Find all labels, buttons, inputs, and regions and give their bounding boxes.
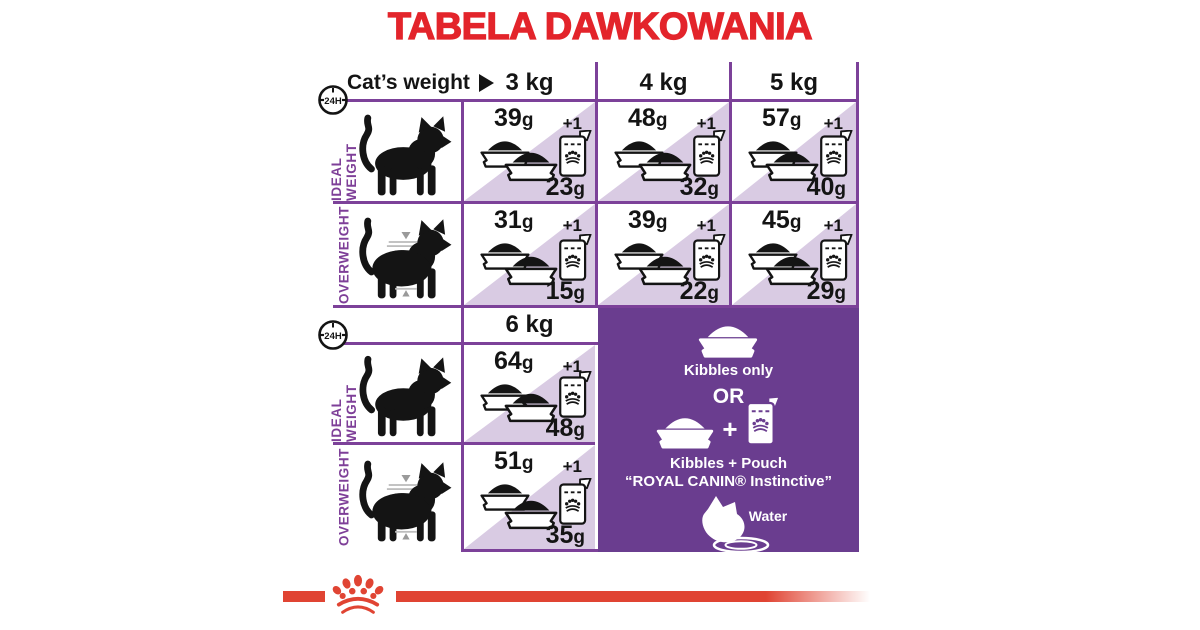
- pouch-icon: [820, 234, 853, 281]
- kibbles-with-pouch-amount: 32g: [679, 173, 719, 201]
- plus-one-label: +1: [696, 216, 716, 235]
- dose-cell-5kg-ideal: 57g +1 40g: [732, 102, 856, 201]
- kibbles-only-amount: 64g: [494, 347, 534, 375]
- kibbles-only-amount: 31g: [494, 206, 534, 234]
- plus-sign: +: [722, 414, 738, 444]
- kibbles-only-amount: 45g: [762, 206, 802, 234]
- grid-line: [856, 62, 859, 308]
- plus-one-label: +1: [562, 216, 582, 235]
- arrow-right-icon: [478, 74, 494, 92]
- plus-one-label: +1: [562, 114, 582, 133]
- overweight-cat-icon: [356, 212, 456, 302]
- plus-one-label: +1: [823, 216, 843, 235]
- ideal-weight-cat-icon: [356, 352, 456, 438]
- kibbles-only-amount: 51g: [494, 447, 534, 475]
- column-header-4kg: 4 kg: [639, 69, 688, 96]
- dose-cell-6kg-ideal: 64g +1 48g: [464, 345, 595, 442]
- page-title: TABELA DAWKOWANIA: [387, 5, 813, 48]
- kibbles-with-pouch-amount: 22g: [679, 277, 719, 305]
- royal-canin-crown-logo: [329, 572, 387, 615]
- pouch-icon: [559, 478, 592, 525]
- or-label: OR: [712, 385, 745, 408]
- kibbles-with-pouch-amount: 23g: [545, 173, 585, 201]
- kibbles-with-pouch-amount: 29g: [806, 277, 846, 305]
- kibbles-only-amount: 39g: [628, 206, 668, 234]
- row-label-overweight: OVERWEIGHT: [336, 205, 352, 304]
- plus-one-label: +1: [562, 457, 582, 476]
- grid-line: [729, 62, 732, 308]
- kibbles-with-pouch-amount: 15g: [545, 277, 585, 305]
- kibbles-only-amount: 57g: [762, 104, 802, 132]
- brand-bar-segment: [283, 591, 325, 602]
- kibbles-pouch-label: Kibbles + Pouch: [669, 455, 788, 472]
- dose-cell-5kg-overweight: 45g +1 29g: [732, 204, 856, 305]
- cat-drinking-water-icon: [702, 496, 770, 554]
- column-header-3kg: 3 kg: [505, 69, 554, 96]
- dose-cell-3kg-ideal: 39g +1 23g: [464, 102, 595, 201]
- kibbles-only-label: Kibbles only: [683, 362, 774, 379]
- dose-cell-4kg-ideal: 48g +1 32g: [598, 102, 729, 201]
- brand-bar: [396, 591, 870, 602]
- svg-text:24H: 24H: [324, 96, 342, 107]
- pouch-icon: [746, 396, 781, 446]
- pouch-icon: [559, 130, 592, 177]
- column-header-6kg: 6 kg: [505, 311, 554, 338]
- plus-one-label: +1: [823, 114, 843, 133]
- kibbles-with-pouch-amount: 48g: [545, 414, 585, 442]
- cats-weight-label: Cat’s weight: [347, 71, 470, 94]
- feeding-options-panel: Kibbles only OR + Kibbles + Pouch “ROYAL…: [598, 308, 859, 554]
- row-label-overweight: OVERWEIGHT: [336, 448, 352, 547]
- kibbles-with-pouch-amount: 40g: [806, 173, 846, 201]
- cats-weight-header: Cat’s weight: [347, 71, 494, 95]
- dose-cell-3kg-overweight: 31g +1 15g: [464, 204, 595, 305]
- pouch-icon: [559, 234, 592, 281]
- 24h-clock-icon: 24H: [318, 85, 348, 115]
- ideal-weight-cat-icon: [356, 110, 456, 198]
- grid-line: [595, 62, 598, 308]
- svg-text:24H: 24H: [324, 331, 342, 342]
- plus-one-label: +1: [562, 357, 582, 376]
- kibbles-only-amount: 39g: [494, 104, 534, 132]
- grid-line: [333, 442, 595, 445]
- grid-line: [461, 99, 464, 552]
- column-header-5kg: 5 kg: [769, 69, 819, 96]
- pouch-icon: [559, 371, 592, 418]
- grid-line: [333, 342, 598, 345]
- bowl-icon: [656, 416, 714, 449]
- overweight-cat-icon: [356, 455, 456, 545]
- pouch-icon: [820, 130, 853, 177]
- pouch-product-name: “ROYAL CANIN® Instinctive”: [625, 473, 832, 490]
- plus-one-label: +1: [696, 114, 716, 133]
- dose-cell-4kg-overweight: 39g +1 22g: [598, 204, 729, 305]
- row-label-ideal-weight: IDEAL WEIGHT: [329, 384, 359, 442]
- grid-line: [461, 549, 598, 552]
- bowl-icon: [698, 325, 758, 358]
- kibbles-with-pouch-amount: 35g: [545, 521, 585, 549]
- dose-cell-6kg-overweight: 51g +1 35g: [464, 445, 595, 549]
- kibbles-only-amount: 48g: [628, 104, 668, 132]
- 24h-clock-icon: 24H: [318, 320, 348, 350]
- water-label: Water: [748, 508, 788, 524]
- pouch-icon: [693, 130, 726, 177]
- pouch-icon: [693, 234, 726, 281]
